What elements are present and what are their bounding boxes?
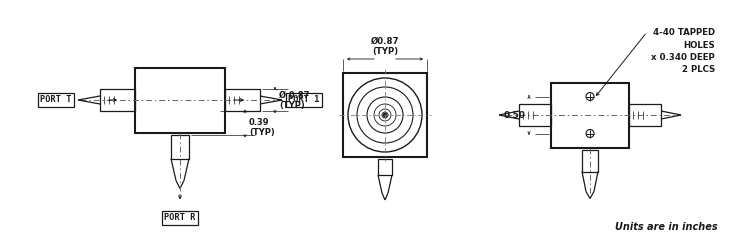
Text: Units are in inches: Units are in inches: [616, 222, 718, 232]
Text: PORT R: PORT R: [164, 214, 196, 222]
Bar: [171, 134, 189, 158]
Circle shape: [383, 113, 387, 117]
Bar: [629, 104, 661, 126]
Text: 0.50: 0.50: [503, 110, 525, 120]
Bar: [582, 150, 598, 172]
Bar: [225, 89, 260, 111]
Bar: [343, 73, 427, 157]
Bar: [519, 104, 551, 126]
Bar: [100, 89, 135, 111]
Bar: [135, 67, 225, 132]
Text: PORT T: PORT T: [41, 96, 72, 104]
Text: 4-40 TAPPED
HOLES
x 0.340 DEEP
2 PLCS: 4-40 TAPPED HOLES x 0.340 DEEP 2 PLCS: [651, 28, 715, 74]
Bar: [551, 83, 629, 148]
Text: Ø 0.87
(TYP): Ø 0.87 (TYP): [279, 90, 309, 110]
Text: Ø0.87
(TYP): Ø0.87 (TYP): [371, 36, 400, 56]
Text: PORT 1: PORT 1: [288, 96, 320, 104]
Text: 0.39
(TYP): 0.39 (TYP): [249, 118, 275, 138]
Bar: [378, 159, 392, 175]
